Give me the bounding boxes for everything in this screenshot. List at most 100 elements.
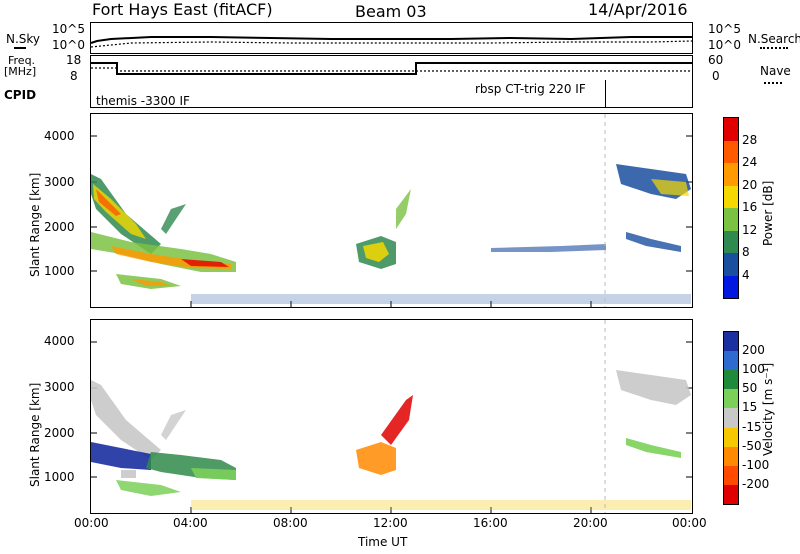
velocity-colorbar-cell <box>724 465 738 485</box>
noise-right-tick-top: 10^5 <box>708 22 741 36</box>
velocity-colorbar-tick: -100 <box>742 457 770 472</box>
noise-search-label: N.Search <box>748 32 800 46</box>
xtick-3: 12:00 <box>373 516 408 530</box>
noise-left-tick-bottom: 10^0 <box>52 38 85 52</box>
velocity-patch-noon <box>356 395 413 475</box>
xtick-0: 00:00 <box>74 516 109 530</box>
freq-trace <box>91 62 692 75</box>
velocity-colorbar-cell <box>724 408 738 428</box>
noise-sky-legend-line <box>14 47 26 49</box>
power-patch-upper-left <box>91 174 186 254</box>
cpid-divider <box>605 80 606 107</box>
velocity-colorbar-cell <box>724 332 738 352</box>
power-colorbar-tick: 16 <box>742 200 758 214</box>
freq-label-line1: Freq. <box>8 54 36 67</box>
power-colorbar-cell <box>724 208 738 231</box>
velocity-colorbar-cell <box>724 484 738 504</box>
freq-label-line2: [MHz] <box>4 65 37 78</box>
velocity-ytick-4000: 4000 <box>44 334 75 348</box>
velocity-ytick-2000: 2000 <box>44 426 75 440</box>
noise-search-trace <box>90 40 693 48</box>
velocity-ground-scatter <box>191 500 691 510</box>
power-patch-lower-left <box>91 232 236 289</box>
power-heatmap <box>91 114 692 307</box>
power-colorbar-cell <box>724 230 738 253</box>
freq-traces <box>91 62 692 75</box>
velocity-colorbar-tick: 50 <box>742 381 758 396</box>
power-colorbar-cell <box>724 118 738 141</box>
noise-traces <box>90 36 693 48</box>
radar-title: Fort Hays East (fitACF) <box>92 0 273 19</box>
velocity-colorbar-cell <box>724 370 738 390</box>
cpid-label: CPID <box>4 88 37 102</box>
xtick-4: 16:00 <box>473 516 508 530</box>
xtick-2: 08:00 <box>273 516 308 530</box>
nave-legend-line <box>764 82 782 84</box>
xtick-6: 00:00 <box>672 516 707 530</box>
beam-label: Beam 03 <box>355 2 427 21</box>
power-colorbar-tick: 4 <box>742 267 750 282</box>
cpid-mode-2: rbsp CT-trig 220 IF <box>475 82 586 96</box>
power-colorbar-label: Power [dB] <box>761 180 775 246</box>
power-colorbar-cell <box>724 185 738 208</box>
velocity-ytick-1000: 1000 <box>44 470 75 484</box>
power-patch-noon <box>356 189 411 269</box>
xtick-5: 20:00 <box>573 516 608 530</box>
power-ticks <box>91 135 692 307</box>
power-ytick-4000: 4000 <box>44 129 75 143</box>
power-ytick-3000: 3000 <box>44 175 75 189</box>
power-colorbar-tick: 12 <box>742 222 758 237</box>
velocity-panel <box>90 319 693 514</box>
velocity-heatmap <box>91 320 692 513</box>
power-colorbar-tick: 24 <box>742 155 758 169</box>
freq-left-tick-bottom: 8 <box>70 69 78 83</box>
power-colorbar-cell <box>724 275 738 298</box>
nave-label: Nave <box>760 64 791 78</box>
power-colorbar-tick: 20 <box>742 177 758 192</box>
noise-panel <box>90 22 693 54</box>
velocity-colorbar-label: Velocity [m s⁻¹] <box>761 362 775 456</box>
velocity-ytick-3000: 3000 <box>44 380 75 394</box>
velocity-colorbar-tick: -50 <box>742 438 762 453</box>
velocity-colorbar <box>723 331 739 505</box>
noise-right-tick-bottom: 10^0 <box>708 38 741 52</box>
power-colorbar-ticks: 28 24 20 16 12 8 4 <box>742 117 772 297</box>
power-ground-scatter <box>191 294 691 304</box>
velocity-colorbar-cell <box>724 427 738 447</box>
power-colorbar-cell <box>724 253 738 276</box>
velocity-colorbar-tick: -15 <box>742 419 762 434</box>
power-colorbar <box>723 117 739 299</box>
velocity-ylabel: Slant Range [km] <box>28 382 42 487</box>
velocity-colorbar-tick: 15 <box>742 400 758 415</box>
power-colorbar-cell <box>724 163 738 186</box>
noise-sky-label: N.Sky <box>6 32 41 46</box>
noise-left-tick-top: 10^5 <box>52 22 85 36</box>
velocity-colorbar-tick: 200 <box>742 343 765 358</box>
freq-right-tick-bottom: 0 <box>712 69 720 83</box>
velocity-colorbar-cell <box>724 446 738 466</box>
power-ytick-2000: 2000 <box>44 220 75 234</box>
power-colorbar-cell <box>724 140 738 163</box>
power-ytick-1000: 1000 <box>44 264 75 278</box>
noise-search-legend-line <box>760 47 788 49</box>
power-panel <box>90 113 693 308</box>
velocity-colorbar-cell <box>724 351 738 371</box>
xtick-1: 04:00 <box>173 516 208 530</box>
velocity-colorbar-tick: -200 <box>742 476 770 491</box>
nave-trace <box>91 67 692 72</box>
velocity-patch-lower-left <box>91 442 236 496</box>
noise-sky-trace <box>90 36 692 44</box>
freq-right-tick-top: 60 <box>708 53 724 67</box>
velocity-colorbar-cell <box>724 389 738 409</box>
cpid-panel <box>90 80 693 108</box>
power-patch-late <box>491 164 691 252</box>
velocity-colorbar-ticks: 200 100 50 15 -15 -50 -100 -200 <box>742 331 778 503</box>
freq-left-tick-top: 18 <box>66 53 82 67</box>
power-colorbar-tick: 8 <box>742 245 750 259</box>
velocity-patch-upper-left <box>91 380 186 460</box>
power-ylabel: Slant Range [km] <box>28 172 42 277</box>
freq-panel <box>90 55 693 81</box>
cpid-mode-1: themis -3300 IF <box>96 94 190 108</box>
date-label: 14/Apr/2016 <box>588 0 688 19</box>
velocity-patch-late <box>616 370 691 458</box>
